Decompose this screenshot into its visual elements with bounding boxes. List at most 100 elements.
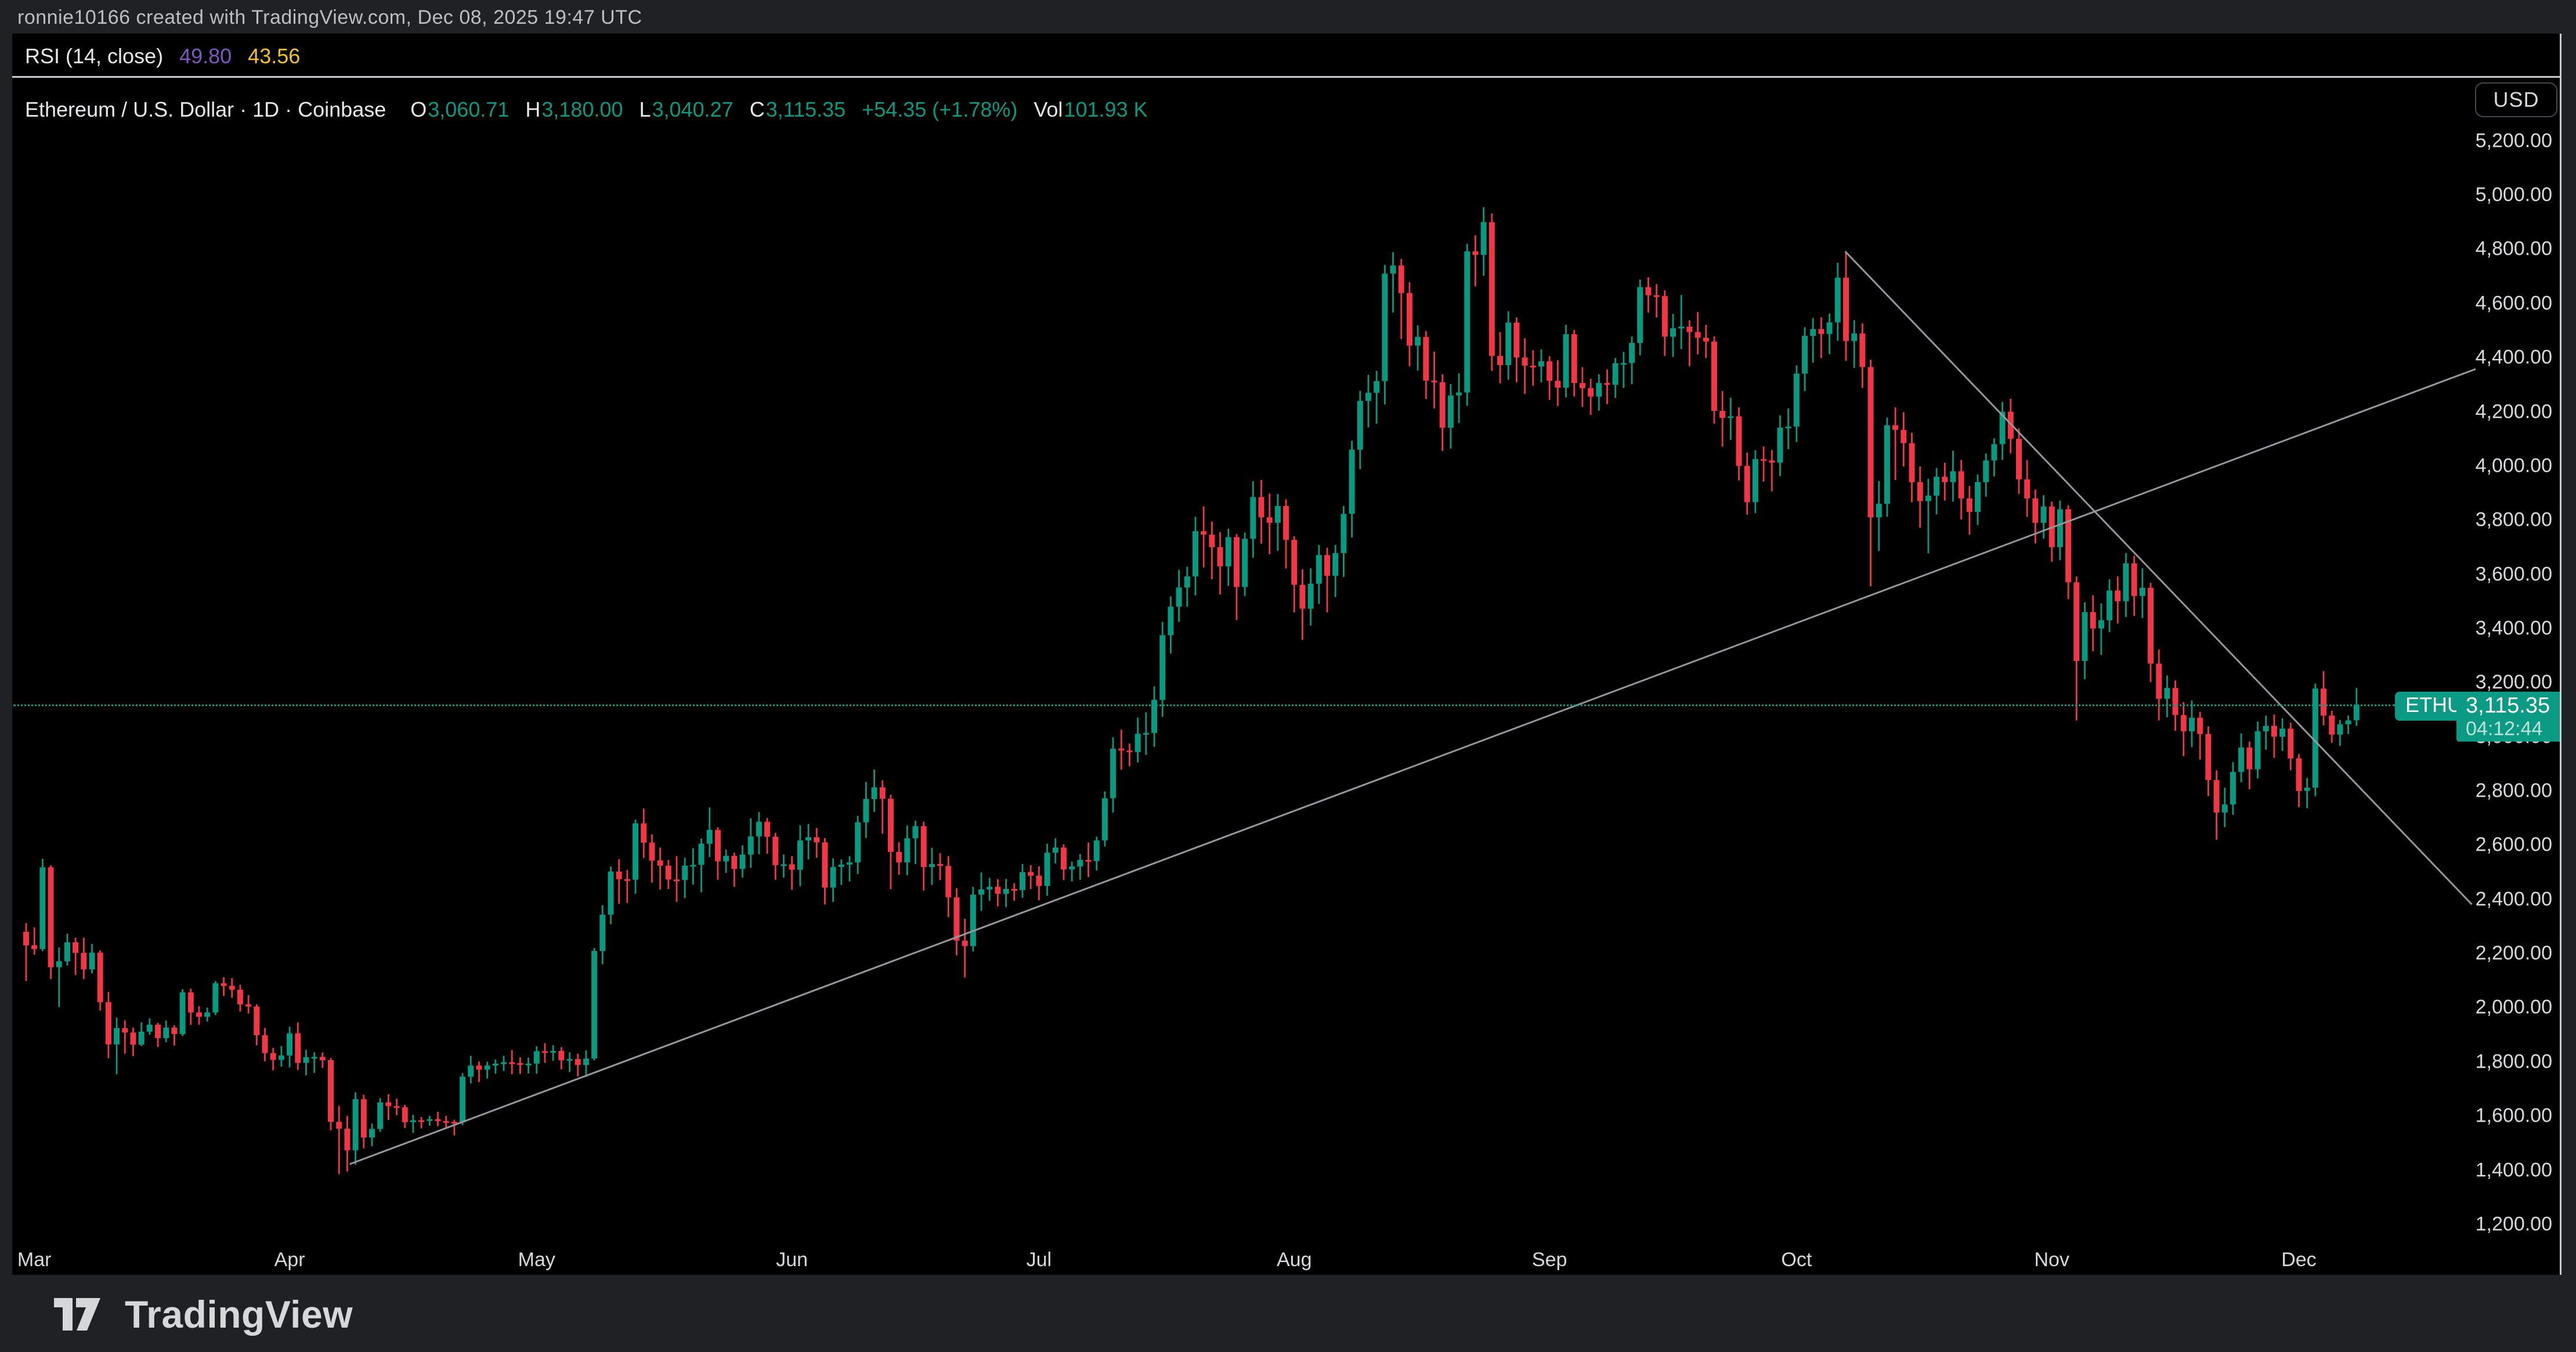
price-tick-label: 4,400.00 bbox=[2475, 346, 2552, 368]
candle-body bbox=[633, 823, 639, 880]
candle-wick bbox=[1820, 317, 1822, 359]
candle-wick bbox=[124, 1020, 126, 1054]
candle-body bbox=[1563, 334, 1569, 388]
candle-body bbox=[1752, 459, 1758, 503]
candle-body bbox=[649, 843, 655, 861]
candle-body bbox=[1011, 888, 1017, 891]
candle-body bbox=[2115, 590, 2121, 602]
price-tick-label: 5,000.00 bbox=[2475, 183, 2552, 206]
candle-wick bbox=[700, 838, 702, 892]
candle-body bbox=[789, 864, 795, 870]
price-tick-label: 5,200.00 bbox=[2475, 129, 2552, 152]
candle-body bbox=[1439, 382, 1446, 428]
candle-body bbox=[1093, 840, 1100, 861]
candle-body bbox=[245, 1004, 252, 1007]
candle-body bbox=[731, 856, 738, 869]
candle-body bbox=[739, 854, 746, 869]
candle-body bbox=[912, 826, 919, 838]
candle-wick bbox=[1853, 320, 1855, 368]
price-tick-label: 4,200.00 bbox=[2475, 400, 2552, 423]
candle-wick bbox=[815, 827, 818, 858]
candle-body bbox=[1151, 700, 1158, 733]
candle-wick bbox=[528, 1057, 529, 1073]
candle-body bbox=[1711, 341, 1717, 411]
candle-body bbox=[1184, 576, 1190, 588]
candle-body bbox=[1225, 537, 1231, 567]
rsi-pane[interactable]: RSI (14, close) 49.80 43.56 bbox=[12, 34, 2561, 76]
candle-body bbox=[1513, 322, 1520, 358]
candle-body bbox=[1233, 537, 1240, 587]
candle-body bbox=[2337, 724, 2343, 735]
candle-body bbox=[1925, 496, 1931, 501]
candle-body bbox=[443, 1121, 449, 1123]
candle-body bbox=[196, 1012, 202, 1017]
candle-wick bbox=[1729, 397, 1732, 440]
candle-wick bbox=[115, 1017, 118, 1075]
price-tick-label: 4,600.00 bbox=[2475, 292, 2552, 314]
symbol-title[interactable]: Ethereum / U.S. Dollar · 1D · Coinbase bbox=[25, 97, 386, 121]
candle-body bbox=[64, 942, 70, 961]
candle-body bbox=[31, 945, 38, 949]
candle-body bbox=[665, 865, 671, 880]
candle-body bbox=[698, 844, 704, 865]
candle-wick bbox=[223, 977, 225, 996]
candle-body bbox=[1101, 798, 1108, 841]
candle-body bbox=[155, 1024, 161, 1039]
candle-wick bbox=[544, 1043, 546, 1063]
candle-body bbox=[1645, 287, 1652, 295]
candle-wick bbox=[174, 1025, 175, 1046]
candle-body bbox=[1736, 416, 1742, 466]
candle-wick bbox=[338, 1105, 340, 1174]
volume-label: Vol bbox=[1034, 97, 1063, 121]
candle-body bbox=[39, 867, 46, 949]
candle-wick bbox=[313, 1052, 316, 1073]
candle-wick bbox=[420, 1117, 422, 1129]
candle-wick bbox=[1417, 325, 1419, 371]
candle-body bbox=[1126, 750, 1133, 753]
candlestick-chart[interactable] bbox=[12, 78, 2476, 1275]
tradingview-brand[interactable]: TradingView bbox=[54, 1292, 353, 1336]
price-pane[interactable]: Ethereum / U.S. Dollar · 1D · Coinbase O… bbox=[12, 78, 2502, 1275]
candle-body bbox=[1077, 860, 1083, 867]
candle-body bbox=[1274, 505, 1281, 523]
rsi-legend[interactable]: RSI (14, close) 49.80 43.56 bbox=[25, 44, 300, 68]
pane-separator[interactable] bbox=[12, 76, 2561, 78]
candle-wick bbox=[733, 852, 735, 887]
candle-body bbox=[2015, 439, 2022, 480]
time-axis[interactable]: Mar Apr May Jun Jul Aug Sep Oct Nov Dec bbox=[12, 1248, 2476, 1275]
candle-body bbox=[2090, 612, 2096, 628]
rsi-ma-value: 43.56 bbox=[248, 44, 301, 68]
candle-body bbox=[1917, 482, 1923, 501]
candle-body bbox=[995, 887, 1001, 894]
chart-widget: RSI (14, close) 49.80 43.56 Ethereum / U… bbox=[12, 34, 2561, 1275]
rsi-legend-title[interactable]: RSI (14, close) bbox=[25, 44, 164, 68]
candle-body bbox=[237, 989, 243, 1004]
candle-wick bbox=[511, 1050, 513, 1075]
currency-toggle-button[interactable]: USD bbox=[2475, 82, 2557, 117]
candle-body bbox=[797, 840, 803, 870]
time-tick-dec: Dec bbox=[2281, 1249, 2317, 1271]
candle-body bbox=[2230, 772, 2236, 805]
candle-body bbox=[1653, 295, 1660, 297]
high-label: H bbox=[525, 97, 541, 121]
candle-wick bbox=[1326, 547, 1328, 613]
price-axis[interactable]: USD 5,200.00 5,000.00 4,800.00 4,600.00 4,40… bbox=[2456, 78, 2561, 1250]
candle-body bbox=[402, 1107, 408, 1122]
candle-body bbox=[2065, 509, 2072, 583]
candle-body bbox=[1118, 749, 1125, 751]
candle-body bbox=[344, 1129, 351, 1151]
candle-body bbox=[2296, 758, 2302, 791]
candle-body bbox=[1876, 504, 1882, 518]
low-label: L bbox=[639, 97, 651, 121]
candle-body bbox=[1810, 329, 1816, 336]
candle-wick bbox=[1656, 284, 1658, 318]
candle-body bbox=[690, 865, 696, 867]
candle-body bbox=[2263, 725, 2269, 732]
candle-body bbox=[2255, 731, 2261, 769]
candle-body bbox=[56, 961, 62, 967]
candle-body bbox=[1661, 296, 1668, 337]
candle-body bbox=[2082, 612, 2088, 661]
candle-body bbox=[616, 872, 622, 880]
candle-body bbox=[978, 889, 985, 895]
